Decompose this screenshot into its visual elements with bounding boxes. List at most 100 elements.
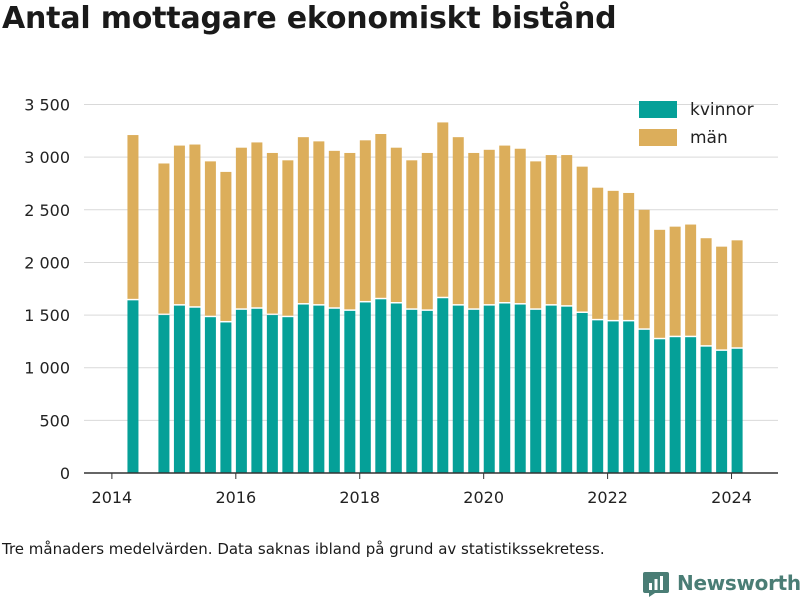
legend-swatch (639, 101, 677, 118)
bars (127, 122, 743, 473)
bar-man (623, 192, 635, 320)
bar-man (359, 140, 371, 301)
legend: kvinnor män (639, 100, 754, 148)
bar-kvinnor (592, 320, 604, 473)
bar-man (220, 171, 232, 321)
bar-man (437, 122, 449, 297)
bar-kvinnor (669, 337, 681, 473)
legend-swatch (639, 129, 677, 146)
y-tick-label: 3 000 (24, 148, 70, 167)
y-tick-label: 1 500 (24, 306, 70, 325)
x-tick-label: 2024 (711, 488, 752, 507)
bar-kvinnor (607, 321, 619, 473)
bar-kvinnor (623, 321, 635, 473)
x-tick-label: 2020 (463, 488, 504, 507)
bar-kvinnor (235, 309, 247, 473)
bar-kvinnor (654, 339, 666, 473)
bar-kvinnor (685, 337, 697, 473)
bar-kvinnor (282, 317, 294, 473)
bar-man (530, 161, 542, 309)
bar-kvinnor (328, 308, 340, 473)
bar-chart-logo-icon (643, 572, 669, 597)
chart-title: Antal mottagare ekonomiskt bistånd (2, 1, 617, 36)
footnote: Tre månaders medelvärden. Data saknas ib… (2, 540, 605, 558)
bar-kvinnor (530, 309, 542, 473)
bar-kvinnor (359, 302, 371, 473)
bar-man (328, 150, 340, 308)
x-tick-label: 2014 (92, 488, 133, 507)
bar-man (669, 226, 681, 336)
bar-man (344, 152, 356, 310)
brand-logo[interactable]: Newsworthy (643, 566, 800, 600)
bar-man (731, 240, 743, 348)
stacked-bar-chart: 0 500 1 000 1 500 2 000 2 500 3 000 3 500 2014 2… (24, 96, 778, 507)
bar-man (638, 209, 650, 329)
bar-kvinnor (189, 307, 201, 473)
bar-man (654, 229, 666, 338)
bar-kvinnor (576, 312, 588, 473)
bar-man (700, 238, 712, 346)
bar-man (375, 134, 387, 298)
bar-man (390, 147, 402, 303)
bar-man (297, 137, 309, 304)
bar-kvinnor (375, 299, 387, 473)
bar-man (204, 161, 216, 316)
y-tick-label: 1 000 (24, 359, 70, 378)
bar-man (514, 148, 526, 304)
bar-man (189, 144, 201, 307)
bar-kvinnor (251, 308, 263, 473)
bar-kvinnor (173, 305, 185, 473)
bar-kvinnor (437, 298, 449, 473)
bar-man (607, 190, 619, 320)
bar-man (483, 149, 495, 305)
y-tick-label: 2 000 (24, 253, 70, 272)
bar-kvinnor (406, 309, 418, 473)
y-tick-label: 0 (60, 464, 70, 483)
bar-man (561, 155, 573, 306)
x-axis-labels: 2014 2016 2018 2020 2022 2024 (92, 473, 752, 507)
bar-kvinnor (499, 303, 511, 473)
bar-kvinnor (452, 305, 464, 473)
bar-kvinnor (220, 322, 232, 473)
bar-kvinnor (266, 315, 278, 473)
bar-man (266, 152, 278, 314)
y-tick-label: 500 (39, 411, 70, 430)
bar-kvinnor (204, 317, 216, 473)
bar-man (127, 135, 139, 299)
bar-man (685, 224, 697, 336)
bar-kvinnor (514, 304, 526, 473)
legend-label: män (690, 128, 728, 148)
bar-man (235, 147, 247, 309)
bar-kvinnor (297, 304, 309, 473)
bar-man (173, 145, 185, 305)
bar-kvinnor (127, 300, 139, 473)
bar-kvinnor (716, 350, 728, 473)
legend-label: kvinnor (690, 100, 754, 120)
bar-kvinnor (545, 305, 557, 473)
bar-man (452, 137, 464, 305)
bar-man (158, 163, 170, 314)
bar-man (592, 187, 604, 319)
bar-man (499, 145, 511, 303)
bar-man (716, 246, 728, 350)
bar-kvinnor (313, 305, 325, 473)
x-tick-label: 2018 (339, 488, 380, 507)
y-tick-label: 2 500 (24, 201, 70, 220)
bar-kvinnor (468, 309, 480, 473)
bar-kvinnor (700, 346, 712, 473)
y-axis-labels: 0 500 1 000 1 500 2 000 2 500 3 000 3 500 (24, 96, 70, 483)
bar-kvinnor (561, 306, 573, 473)
y-tick-label: 3 500 (24, 96, 70, 115)
bar-kvinnor (638, 329, 650, 473)
bar-kvinnor (731, 348, 743, 473)
bar-man (251, 142, 263, 308)
x-tick-label: 2016 (215, 488, 256, 507)
bar-man (313, 141, 325, 305)
brand-name: Newsworthy (677, 571, 800, 595)
bar-kvinnor (421, 310, 433, 473)
bar-man (406, 160, 418, 309)
bar-kvinnor (158, 315, 170, 473)
bar-kvinnor (344, 310, 356, 473)
bar-man (282, 160, 294, 316)
bar-man (468, 152, 480, 309)
